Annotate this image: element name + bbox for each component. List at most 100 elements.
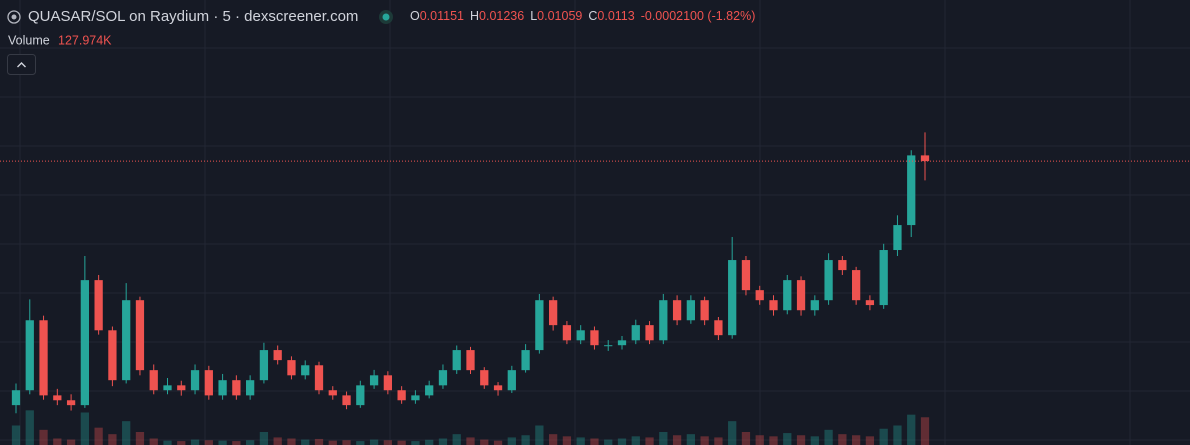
collapse-button[interactable] (7, 54, 36, 75)
candle-body (865, 300, 875, 306)
volume-bar (466, 437, 475, 445)
candle-body (39, 320, 48, 396)
candle-body (452, 350, 461, 371)
candle-body (438, 370, 448, 386)
candle-body (879, 250, 888, 306)
candle-body (149, 370, 158, 391)
candle-body (177, 385, 186, 391)
candle-body (356, 385, 365, 406)
volume-bar (631, 436, 640, 445)
symbol-icon (7, 10, 21, 24)
volume-bar (246, 440, 255, 445)
candle-body (562, 325, 572, 341)
volume-bar (700, 436, 709, 445)
volume-bar (397, 440, 406, 445)
volume-bar (163, 440, 172, 445)
ohlc-value: 0.01151 (420, 9, 464, 23)
candle-body (232, 380, 241, 396)
volume-bar (865, 436, 875, 445)
chart-title: QUASAR/SOL on Raydium · 5 · dexscreener.… (28, 8, 358, 25)
candle-body (108, 330, 117, 381)
volume-bar (53, 438, 62, 445)
candle-body (273, 350, 282, 361)
candle-body (852, 270, 861, 301)
ohlc-value: 0.01236 (479, 9, 524, 23)
candle-body (342, 395, 351, 406)
volume-bar (893, 425, 902, 445)
candle-body (383, 375, 392, 391)
volume-bar (190, 439, 200, 445)
candle-body (493, 385, 503, 391)
chevron-icon (17, 62, 26, 68)
volume-bar (824, 429, 833, 445)
candle-body (893, 225, 902, 251)
volume-bar (149, 438, 158, 445)
candle-body (301, 365, 310, 376)
volume-bar (755, 435, 764, 445)
volume-bar (879, 428, 888, 445)
candle-body (287, 360, 296, 376)
candle-body (94, 280, 103, 331)
candle-body (25, 320, 34, 391)
volume-bar (493, 440, 503, 445)
candle-body (535, 300, 544, 351)
volume-bar (273, 437, 282, 445)
candle-body (824, 260, 833, 301)
candle-body (783, 280, 792, 311)
volume-bar (741, 432, 751, 445)
candle-body (259, 350, 269, 381)
candle-body (521, 350, 530, 371)
ohlc-legend: O0.01151 H0.01236 L0.01059 C0.0113 -0.000210… (410, 9, 755, 23)
candle-body (796, 280, 806, 311)
candle-body (11, 390, 21, 406)
volume-bar (562, 436, 572, 445)
volume-bar (80, 412, 89, 445)
ohlc-letter: O (410, 9, 420, 23)
candle-body (769, 300, 778, 311)
volume-bar (576, 437, 585, 445)
volume-layer (11, 410, 930, 445)
volume-bar (796, 435, 806, 445)
candle-body (328, 390, 337, 396)
candle-body (480, 370, 489, 386)
volume-bar (810, 436, 819, 445)
volume-bar (783, 433, 792, 445)
volume-bar (549, 434, 558, 445)
candle-body (314, 365, 324, 391)
volume-bar (425, 439, 434, 445)
candle-body (810, 300, 819, 311)
volume-bar (507, 437, 516, 445)
candle-body (755, 290, 764, 301)
volume-bar (521, 435, 530, 445)
ohlc-letter: C (588, 9, 597, 23)
volume-bar (66, 439, 76, 445)
volume-bar (728, 421, 737, 445)
volume-bar (39, 429, 48, 445)
volume-bar (135, 432, 145, 445)
volume-bar (25, 410, 34, 445)
candle-body (204, 370, 213, 396)
volume-bar (590, 438, 599, 445)
volume-bar (535, 425, 544, 445)
candle-body (907, 155, 916, 226)
candle-body (741, 260, 751, 291)
candle-body (838, 260, 847, 271)
candle-body (590, 330, 599, 346)
volume-bar (438, 438, 448, 445)
candle-body (631, 325, 640, 341)
candle-body (714, 320, 723, 336)
volume-bar (659, 432, 668, 445)
candle-body (604, 345, 613, 347)
volume-bar (645, 437, 654, 445)
ohlc-value: 0.0113 (597, 9, 634, 23)
candle-body (218, 380, 227, 396)
symbol-icon (11, 14, 17, 20)
candle-body (617, 340, 627, 346)
candle-body (672, 300, 682, 321)
ohlc-letter: H (470, 9, 479, 23)
candle-body (411, 395, 420, 401)
volume-bar (369, 439, 379, 445)
candle-body (397, 390, 406, 401)
ohlc-value: 0.01059 (537, 9, 582, 23)
candle-body (190, 370, 200, 391)
